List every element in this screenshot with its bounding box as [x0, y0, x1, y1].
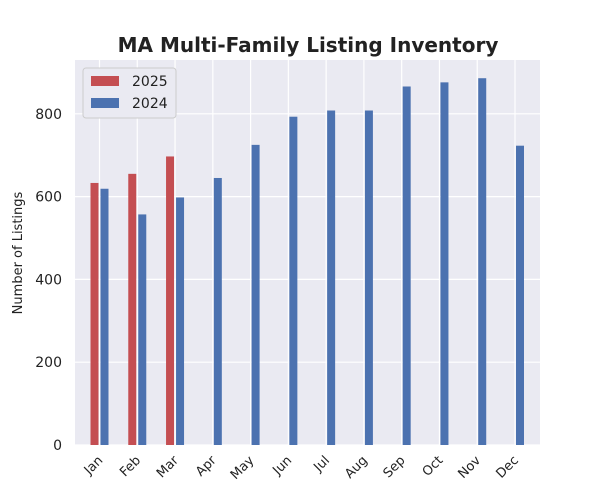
bar-2024-oct [440, 82, 449, 446]
y-axis-label: Number of Listings [11, 191, 26, 314]
x-tick-label-jan: Jan [81, 453, 106, 478]
x-tick-label-aug: Aug [342, 453, 371, 482]
x-tick-label-jul: Jul [311, 453, 333, 475]
y-tick-label: 0 [53, 438, 62, 454]
x-tick-label-oct: Oct [420, 453, 447, 480]
x-tick-label-dec: Dec [493, 453, 521, 481]
y-tick-label: 400 [35, 272, 62, 288]
x-tick-labels: Jan Feb Mar Apr May Jun Jul Aug Sep Oct Nov Dec [81, 453, 522, 483]
bar-2024-feb [138, 214, 147, 445]
legend-label-2025: 2025 [132, 74, 168, 90]
bar-2024-dec [516, 145, 524, 445]
plot-background [75, 60, 540, 445]
bar-2024-nov [478, 78, 487, 445]
y-tick-label: 800 [35, 107, 62, 123]
chart-title: MA Multi-Family Listing Inventory [118, 33, 499, 57]
x-tick-label-sep: Sep [381, 453, 409, 481]
x-tick-label-nov: Nov [456, 453, 485, 482]
bar-2024-jul [327, 110, 336, 446]
bar-2024-apr [213, 177, 222, 445]
legend: 2025 2024 [82, 67, 177, 119]
bar-2024-mar [176, 197, 185, 445]
bar-2025-mar [166, 156, 175, 446]
bar-2025-jan [90, 182, 99, 446]
bar-2025-feb [128, 173, 137, 445]
x-tick-label-jun: Jun [270, 453, 296, 479]
legend-label-2024: 2024 [132, 96, 168, 112]
y-tick-labels: 0 200 400 600 800 [35, 107, 62, 454]
bar-2024-aug [364, 110, 373, 446]
bar-2024-jan [100, 188, 109, 445]
bar-2024-sep [402, 86, 411, 445]
legend-swatch-2024 [91, 98, 119, 108]
legend-swatch-2025 [91, 76, 119, 86]
y-tick-label: 200 [35, 355, 62, 371]
bars [90, 78, 524, 446]
x-tick-label-may: May [228, 453, 258, 483]
x-tick-label-apr: Apr [193, 453, 220, 480]
bar-2024-may [251, 144, 260, 445]
x-tick-label-feb: Feb [117, 453, 144, 480]
x-tick-label-mar: Mar [154, 453, 182, 481]
bar-2024-jun [289, 116, 298, 445]
y-tick-label: 600 [35, 190, 62, 206]
grid-lines [75, 60, 540, 446]
